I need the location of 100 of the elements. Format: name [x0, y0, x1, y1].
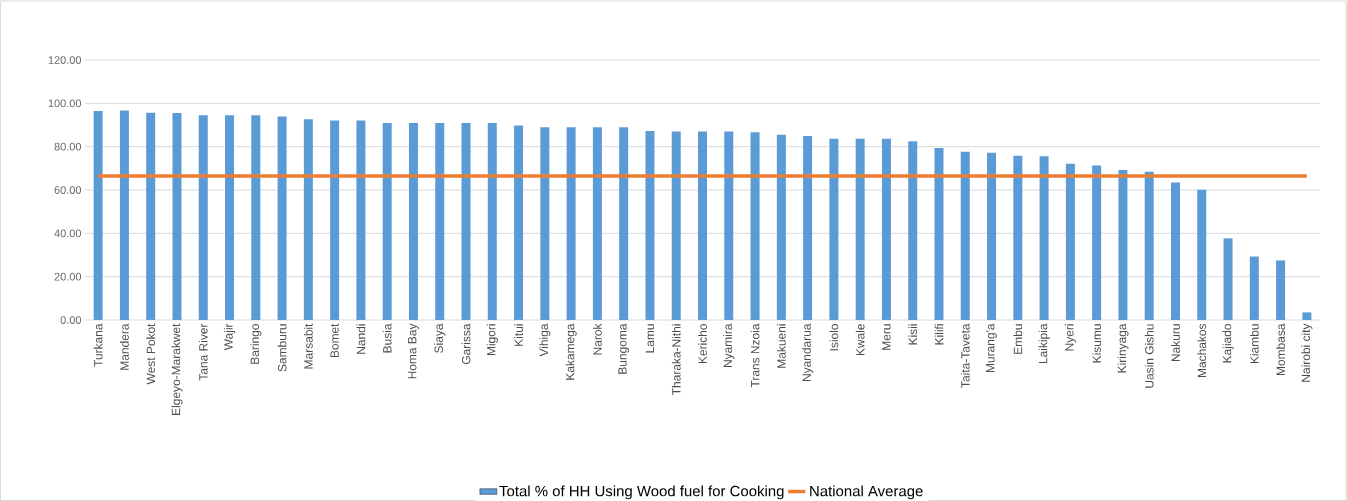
bar: [566, 127, 576, 320]
x-tick-label: Bungoma: [618, 323, 630, 374]
bar: [1302, 312, 1312, 320]
x-tick-label: Embu: [1013, 324, 1023, 354]
x-tick-label: Migori: [486, 324, 498, 356]
x-tick-label: Baringo: [250, 324, 262, 364]
x-tick-label: Nairobi city: [1301, 323, 1313, 382]
bar: [724, 131, 734, 320]
y-tick-label: 40.00: [54, 229, 82, 238]
x-tick-label: Trans Nzoia: [750, 323, 760, 388]
bar: [1197, 189, 1207, 320]
x-tick-label: Kilifi: [934, 324, 944, 345]
bar: [356, 120, 366, 320]
bar: [987, 152, 997, 320]
bar: [934, 147, 944, 320]
x-tick-label: Mandera: [120, 323, 129, 370]
bar: [1013, 155, 1023, 320]
bar: [1065, 163, 1075, 320]
y-tick-label: 0.00: [60, 316, 82, 324]
x-tick-label: Mombasa: [1276, 323, 1285, 376]
x-tick-label: Kajiado: [1222, 324, 1234, 363]
bar: [960, 151, 970, 320]
y-tick-label: 100.00: [48, 99, 82, 108]
bar: [1249, 256, 1259, 320]
x-tick-label: Elgeyo-Marakwet: [171, 323, 183, 415]
y-tick-label: 120.00: [48, 56, 82, 64]
x-tick-label: Kisumu: [1092, 324, 1102, 363]
x-tick-label: Turkana: [93, 323, 103, 367]
bar: [408, 123, 418, 320]
x-tick-label: Vihiga: [539, 323, 551, 357]
bar: [803, 136, 813, 320]
bar: [93, 110, 103, 320]
x-tick-label: Kisii: [908, 324, 918, 345]
bar: [619, 127, 629, 320]
bar: [671, 131, 681, 320]
bar: [487, 123, 497, 320]
x-tick-label: Laikipia: [1038, 323, 1050, 364]
bar: [303, 119, 313, 320]
x-tick-label: Makueni: [776, 324, 786, 368]
x-tick-label: Nakuru: [1171, 324, 1180, 362]
x-tick-label: Siaya: [434, 323, 446, 353]
bar: [1276, 260, 1286, 320]
x-tick-label: Machakos: [1197, 323, 1207, 378]
bar: [251, 115, 261, 320]
x-tick-label: Kirinyaga: [1117, 323, 1129, 373]
bar: [881, 138, 891, 320]
bar: [225, 115, 235, 320]
x-tick-label: Busia: [382, 323, 392, 353]
x-tick-label: Taita-Taveta: [960, 323, 970, 388]
x-tick-label: Kitui: [514, 324, 523, 346]
bar: [119, 110, 129, 320]
y-tick-label: 80.00: [54, 142, 82, 151]
bar: [277, 116, 287, 320]
bar: [592, 127, 602, 320]
bar: [1144, 171, 1154, 320]
x-tick-label: Nyamira: [723, 323, 735, 368]
x-tick-label: Kericho: [698, 324, 707, 364]
bar: [514, 125, 524, 320]
bar: [330, 120, 340, 320]
x-tick-label: Tana River: [198, 323, 208, 381]
bar: [461, 123, 471, 320]
bar: [829, 138, 839, 320]
bar: [1170, 182, 1180, 320]
x-tick-label: Homa Bay: [408, 323, 419, 379]
legend-label: National Average: [810, 485, 923, 500]
bar: [146, 112, 156, 320]
bar: [776, 134, 786, 320]
legend-label: Total % of HH Using Wood fuel for Cooking: [499, 485, 784, 500]
x-tick-label: Nyandarua: [802, 323, 814, 382]
bar: [1039, 156, 1049, 320]
bar: [172, 113, 182, 320]
bar: [855, 138, 865, 320]
x-tick-label: West Pokot: [146, 323, 156, 385]
bar: [1118, 170, 1128, 320]
x-tick-label: Garissa: [461, 323, 471, 365]
bar: [645, 131, 655, 320]
bar: [908, 141, 918, 320]
x-tick-label: Nandi: [356, 324, 366, 354]
y-tick-label: 60.00: [54, 186, 82, 194]
x-tick-label: Tharaka-Nithi: [671, 324, 681, 396]
bar: [540, 127, 550, 320]
x-tick-label: Marsabit: [303, 323, 313, 369]
x-tick-label: Kwale: [855, 324, 865, 356]
y-tick-label: 20.00: [54, 272, 82, 281]
x-tick-label: Narok: [593, 323, 602, 355]
x-tick-label: Murang'a: [986, 323, 997, 372]
x-tick-label: Wajir: [223, 323, 236, 351]
bar: [435, 123, 445, 320]
x-tick-label: Lamu: [645, 324, 655, 353]
x-tick-label: Bomet: [330, 323, 339, 358]
bar: [1092, 165, 1102, 320]
x-tick-label: Isiolo: [829, 324, 839, 351]
x-tick-label: Kiambu: [1249, 324, 1259, 364]
bar: [698, 131, 707, 320]
x-tick-label: Meru: [882, 324, 891, 350]
bar: [198, 115, 208, 320]
bar: [1223, 238, 1233, 320]
bar: [750, 132, 760, 320]
x-tick-label: Nyeri: [1064, 324, 1076, 351]
x-tick-label: Samburu: [277, 324, 287, 372]
